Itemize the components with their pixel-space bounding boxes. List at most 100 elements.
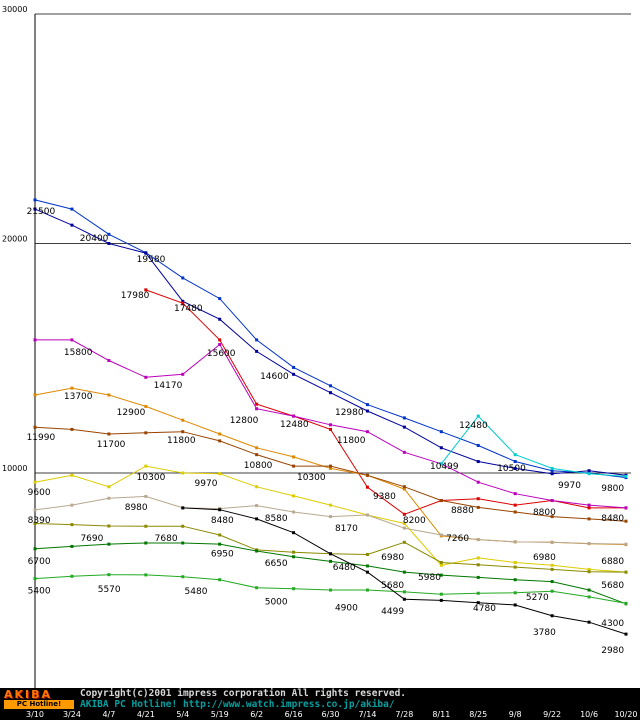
x-tick-label: 6/16 [284,710,303,719]
svg-text:8200: 8200 [403,516,426,526]
svg-text:9970: 9970 [195,479,218,489]
svg-text:6980: 6980 [533,553,556,563]
svg-text:4300: 4300 [601,619,624,629]
gridlines: 10000 20000 30000 [2,5,631,474]
series-olive [33,521,628,574]
x-tick-label: 6/2 [250,710,264,719]
logo-akiba-text: AKIBA [4,688,53,701]
svg-text:14170: 14170 [154,381,183,391]
x-tick-label: 6/30 [321,710,340,719]
site-url-line: AKIBA PC Hotline! http://www.watch.impre… [80,699,395,710]
x-tick-label: 5/19 [210,710,229,719]
svg-text:11990: 11990 [27,433,56,443]
x-tick-label: 4/21 [136,710,155,719]
svg-text:9970: 9970 [558,481,581,491]
series-green-dark [33,541,628,606]
svg-text:7690: 7690 [80,534,103,544]
x-tick-label: 9/8 [508,710,522,719]
x-axis-labels: 3/10 3/24 4/7 4/21 5/4 5/19 6/2 6/16 6/30 7/14 7/2… [0,710,640,720]
svg-text:6700: 6700 [28,557,51,567]
svg-text:8390: 8390 [28,516,51,526]
svg-text:6980: 6980 [381,553,404,563]
svg-text:8580: 8580 [265,514,288,524]
svg-text:15600: 15600 [207,349,236,359]
svg-text:8800: 8800 [533,508,556,518]
svg-text:7260: 7260 [446,534,469,544]
svg-text:5680: 5680 [381,581,404,591]
svg-text:12800: 12800 [230,416,259,426]
svg-text:6880: 6880 [601,557,624,567]
svg-text:12480: 12480 [459,421,488,431]
svg-text:13700: 13700 [64,392,93,402]
x-tick-label: 8/11 [432,710,451,719]
series-blue-2 [33,207,628,477]
series-blue-1 [33,198,628,480]
x-tick-label: 4/7 [102,710,116,719]
x-tick-label: 10/6 [580,710,599,719]
x-tick-label: 9/22 [543,710,562,719]
svg-text:8880: 8880 [451,506,474,516]
x-tick-label: 8/25 [469,710,488,719]
svg-text:6480: 6480 [333,563,356,573]
copyright-line: Copyright(c)2001 impress corporation All… [80,688,407,699]
svg-text:4780: 4780 [473,604,496,614]
logo-pchotline-text: PC Hotline! [4,700,74,709]
x-tick-label: 5/4 [176,710,190,719]
svg-text:10300: 10300 [137,473,166,483]
svg-text:11800: 11800 [337,436,366,446]
svg-text:12480: 12480 [280,420,309,430]
svg-text:9800: 9800 [601,484,624,494]
svg-text:4900: 4900 [335,603,358,613]
svg-text:2980: 2980 [601,646,624,656]
svg-text:21500: 21500 [27,207,56,217]
series-black [181,506,628,636]
svg-text:9600: 9600 [28,488,51,498]
series-brown [33,425,628,523]
x-tick-label: 7/14 [358,710,377,719]
svg-text:14600: 14600 [260,372,289,382]
svg-text:12900: 12900 [117,408,146,418]
svg-text:8480: 8480 [601,514,624,524]
x-tick-label: 10/20 [614,710,638,719]
svg-text:5400: 5400 [28,586,51,596]
svg-text:20000: 20000 [2,235,27,244]
svg-text:5000: 5000 [265,597,288,607]
svg-text:19580: 19580 [137,255,166,265]
svg-text:3780: 3780 [533,628,556,638]
x-tick-label: 3/24 [62,710,81,719]
price-chart: 10000 20000 30000 21500 20400 19580 17980 17480… [2,5,631,688]
svg-text:8980: 8980 [125,503,148,513]
svg-text:10499: 10499 [430,462,459,472]
footer-banner: AKIBA PC Hotline! Copyright(c)2001 impre… [0,688,640,710]
series-magenta [33,338,628,510]
series-cyan [439,414,628,478]
svg-text:7680: 7680 [155,534,178,544]
svg-text:4499: 4499 [381,607,404,617]
svg-text:8480: 8480 [211,516,234,526]
series-tan [33,494,628,546]
svg-text:5570: 5570 [98,585,121,595]
svg-text:9380: 9380 [373,492,396,502]
svg-text:17980: 17980 [121,291,150,301]
x-tick-label: 3/10 [26,710,44,719]
copyright-block: Copyright(c)2001 impress corporation All… [80,688,640,710]
svg-text:15800: 15800 [64,348,93,358]
akiba-logo: AKIBA PC Hotline! [0,688,80,710]
svg-text:10800: 10800 [244,461,273,471]
svg-text:10000: 10000 [2,464,27,473]
svg-text:20400: 20400 [80,234,109,244]
svg-text:12980: 12980 [335,408,364,418]
svg-text:10500: 10500 [497,464,526,474]
data-labels: 21500 20400 19580 17980 17480 15800 15600 14600… [27,207,625,656]
svg-text:5980: 5980 [418,573,441,583]
svg-text:5270: 5270 [526,593,549,603]
svg-text:5480: 5480 [185,587,208,597]
svg-text:8170: 8170 [335,524,358,534]
svg-text:17480: 17480 [174,304,203,314]
svg-text:6950: 6950 [211,549,234,559]
svg-text:11800: 11800 [167,436,196,446]
x-tick-label: 7/28 [395,710,414,719]
svg-text:5680: 5680 [601,581,624,591]
series-green [33,573,628,605]
